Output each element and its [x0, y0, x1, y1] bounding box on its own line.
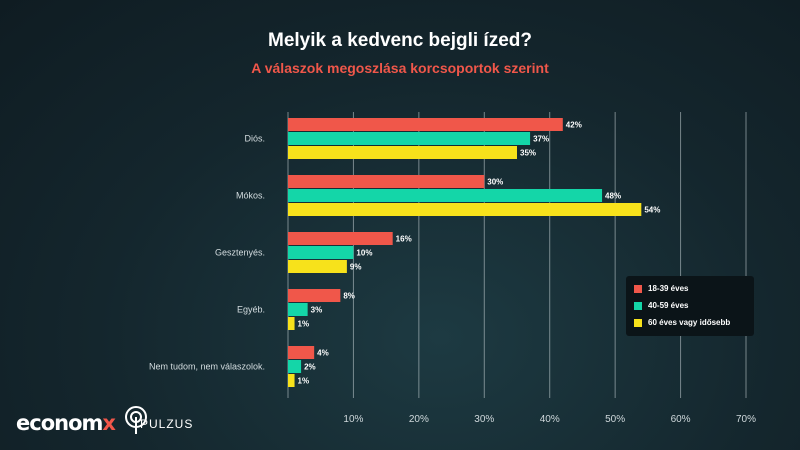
category-label: Diós. — [244, 134, 265, 144]
legend-item-18-39: 18-39 éves — [634, 280, 754, 297]
data-label: 2% — [304, 363, 316, 372]
x-tick-label: 70% — [736, 414, 756, 425]
data-label: 10% — [356, 249, 372, 258]
category-label: Mókos. — [236, 191, 265, 201]
bar — [288, 175, 485, 188]
economx-logo: economx — [16, 411, 116, 435]
bar — [288, 203, 642, 216]
x-tick-label: 20% — [409, 414, 429, 425]
category-label: Nem tudom, nem válaszolok. — [149, 362, 265, 372]
x-tick-label: 30% — [474, 414, 494, 425]
chart-legend: 18-39 éves 40-59 éves 60 éves vagy időse… — [626, 276, 754, 336]
data-label: 16% — [396, 235, 412, 244]
bar — [288, 303, 308, 316]
legend-swatch-40-59 — [634, 301, 642, 310]
x-tick-label: 50% — [605, 414, 625, 425]
legend-label-40-59: 40-59 éves — [648, 301, 689, 310]
legend-swatch-18-39 — [634, 284, 642, 293]
chart-title: Melyik a kedvenc bejgli ízed? — [268, 30, 532, 51]
category-label: Gesztenyés. — [215, 248, 265, 258]
data-label: 37% — [533, 135, 549, 144]
legend-swatch-60-plus — [634, 318, 642, 327]
data-label: 42% — [566, 121, 582, 130]
legend-item-40-59: 40-59 éves — [634, 297, 754, 314]
x-tick-label: 60% — [671, 414, 691, 425]
bar — [288, 360, 302, 373]
data-label: 4% — [317, 349, 329, 358]
legend-label-18-39: 18-39 éves — [648, 284, 689, 293]
chart-subtitle: A válaszok megoszlása korcsoportok szeri… — [251, 60, 549, 76]
legend-label-60-plus: 60 éves vagy idősebb — [648, 318, 731, 327]
legend-item-60-plus: 60 éves vagy idősebb — [634, 314, 754, 331]
pulzus-logo-text: PULZUS — [140, 417, 194, 431]
x-tick-label: 40% — [540, 414, 560, 425]
data-label: 9% — [350, 263, 362, 272]
data-label: 1% — [298, 377, 310, 386]
bar — [288, 189, 603, 202]
bar — [288, 132, 531, 145]
data-label: 48% — [605, 192, 621, 201]
bar — [288, 289, 341, 302]
bar — [288, 146, 517, 159]
bar — [288, 118, 563, 131]
bar — [288, 260, 347, 273]
economx-logo-accent: x — [102, 411, 116, 435]
data-label: 1% — [298, 320, 310, 329]
category-label: Egyéb. — [237, 305, 265, 315]
pulzus-logo: PULZUS — [122, 404, 192, 436]
data-label: 54% — [644, 206, 660, 215]
economx-logo-text: econom — [16, 411, 103, 435]
bar — [288, 232, 393, 245]
data-label: 30% — [487, 178, 503, 187]
data-label: 3% — [311, 306, 323, 315]
bar — [288, 346, 315, 359]
bar — [288, 246, 354, 259]
data-label: 8% — [343, 292, 355, 301]
bar — [288, 374, 295, 387]
bar — [288, 317, 295, 330]
data-label: 35% — [520, 149, 536, 158]
x-tick-label: 10% — [343, 414, 363, 425]
pulzus-logo-icon — [125, 406, 147, 434]
